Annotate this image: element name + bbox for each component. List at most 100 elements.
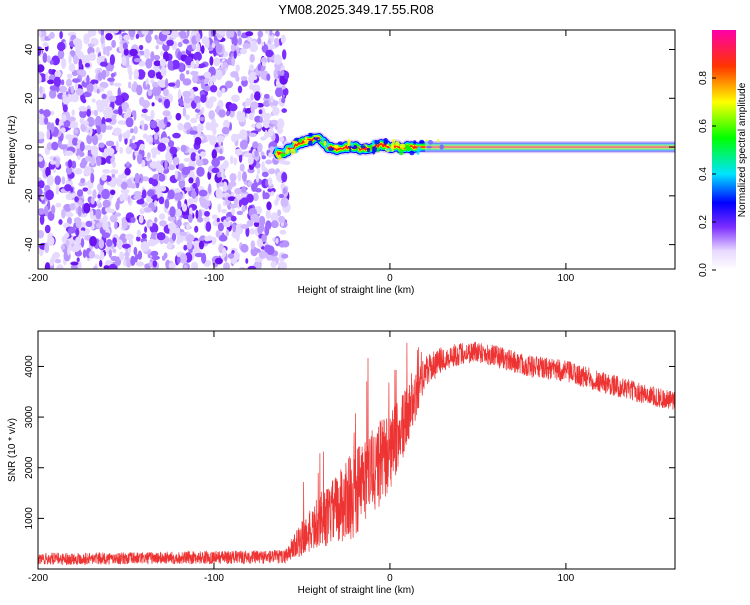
noise-speckle: [131, 110, 135, 117]
noise-speckle: [247, 156, 254, 165]
noise-speckle: [165, 78, 169, 89]
noise-speckle: [172, 132, 181, 139]
noise-speckle: [262, 112, 272, 120]
ridge-halo: [425, 140, 675, 154]
noise-speckle: [151, 179, 159, 187]
ridge-blob: [277, 154, 282, 161]
noise-speckle: [169, 227, 179, 238]
noise-speckle: [270, 119, 278, 125]
noise-speckle: [277, 209, 282, 217]
noise-speckle: [190, 152, 197, 162]
x-tick-label: 100: [558, 573, 575, 584]
noise-speckle: [279, 261, 284, 269]
noise-speckle: [194, 252, 204, 258]
noise-speckle: [122, 42, 128, 50]
noise-speckle: [209, 85, 218, 93]
noise-speckle: [100, 34, 105, 45]
noise-speckle: [135, 261, 145, 267]
noise-speckle: [57, 49, 65, 60]
noise-speckle: [195, 113, 200, 119]
noise-speckle: [121, 56, 127, 66]
noise-speckle: [65, 212, 74, 218]
noise-speckle: [221, 126, 230, 135]
ridge-blob: [404, 144, 410, 151]
noise-speckle: [153, 60, 161, 67]
noise-speckle: [125, 233, 134, 241]
noise-speckle: [167, 59, 174, 71]
noise-speckle: [133, 81, 138, 89]
noise-speckle: [55, 118, 60, 126]
noise-speckle: [281, 97, 286, 104]
noise-speckle: [192, 74, 198, 84]
noise-speckle: [89, 125, 93, 137]
noise-speckle: [260, 151, 265, 157]
noise-speckle: [179, 73, 185, 82]
y-tick-label: 1000: [24, 507, 35, 530]
noise-speckle: [77, 155, 81, 160]
noise-speckle: [97, 72, 103, 81]
noise-speckle: [250, 240, 255, 250]
noise-speckle: [281, 108, 288, 113]
noise-speckle: [156, 232, 166, 241]
x-tick-label: -200: [28, 573, 48, 584]
noise-speckle: [209, 56, 214, 66]
noise-speckle: [119, 251, 125, 261]
ridge-blob: [374, 140, 380, 145]
noise-speckle: [239, 129, 248, 141]
noise-speckle: [84, 62, 91, 68]
noise-speckle: [105, 45, 113, 52]
noise-speckle: [38, 131, 45, 140]
noise-speckle: [163, 51, 169, 62]
noise-speckle: [98, 239, 105, 249]
noise-speckle: [264, 129, 268, 140]
noise-speckle: [108, 263, 118, 269]
noise-speckle: [196, 159, 204, 167]
noise-speckle: [194, 136, 202, 146]
noise-speckle: [82, 249, 87, 259]
noise-speckle: [198, 189, 208, 197]
noise-speckle: [163, 98, 171, 109]
noise-speckle: [39, 86, 43, 95]
noise-speckle: [139, 143, 146, 151]
noise-speckle: [130, 183, 137, 189]
noise-speckle: [147, 189, 155, 197]
noise-speckle: [75, 219, 82, 229]
snr-plot-area: [38, 341, 675, 566]
ridge-blob: [366, 147, 371, 153]
noise-speckle: [178, 178, 186, 189]
noise-speckle: [186, 30, 190, 37]
noise-speckle: [150, 250, 159, 257]
noise-speckle: [70, 85, 75, 94]
noise-speckle: [162, 88, 169, 97]
noise-speckle: [95, 46, 100, 54]
noise-speckle: [145, 58, 153, 69]
noise-speckle: [237, 37, 243, 46]
y-tick-label: -40: [24, 237, 35, 252]
noise-speckle: [261, 61, 266, 67]
noise-speckle: [75, 236, 82, 245]
noise-speckle: [229, 203, 238, 209]
ridge-blob: [413, 140, 417, 145]
noise-speckle: [203, 85, 211, 92]
noise-speckle: [154, 34, 158, 40]
noise-speckle: [101, 232, 111, 239]
noise-speckle: [242, 171, 247, 182]
noise-speckle: [163, 116, 168, 125]
noise-speckle: [75, 228, 80, 237]
noise-speckle: [257, 30, 264, 38]
noise-speckle: [50, 160, 57, 165]
noise-speckle: [107, 208, 116, 213]
noise-speckle: [203, 71, 212, 79]
noise-speckle: [133, 246, 138, 256]
noise-speckle: [78, 106, 88, 112]
noise-speckle: [103, 265, 110, 269]
noise-speckle: [145, 33, 152, 44]
ridge-blob: [392, 138, 396, 144]
noise-speckle: [138, 44, 144, 51]
noise-speckle: [68, 226, 76, 234]
noise-speckle: [156, 165, 165, 173]
noise-speckle: [154, 200, 158, 207]
noise-speckle: [38, 64, 45, 73]
noise-speckle: [188, 177, 194, 184]
